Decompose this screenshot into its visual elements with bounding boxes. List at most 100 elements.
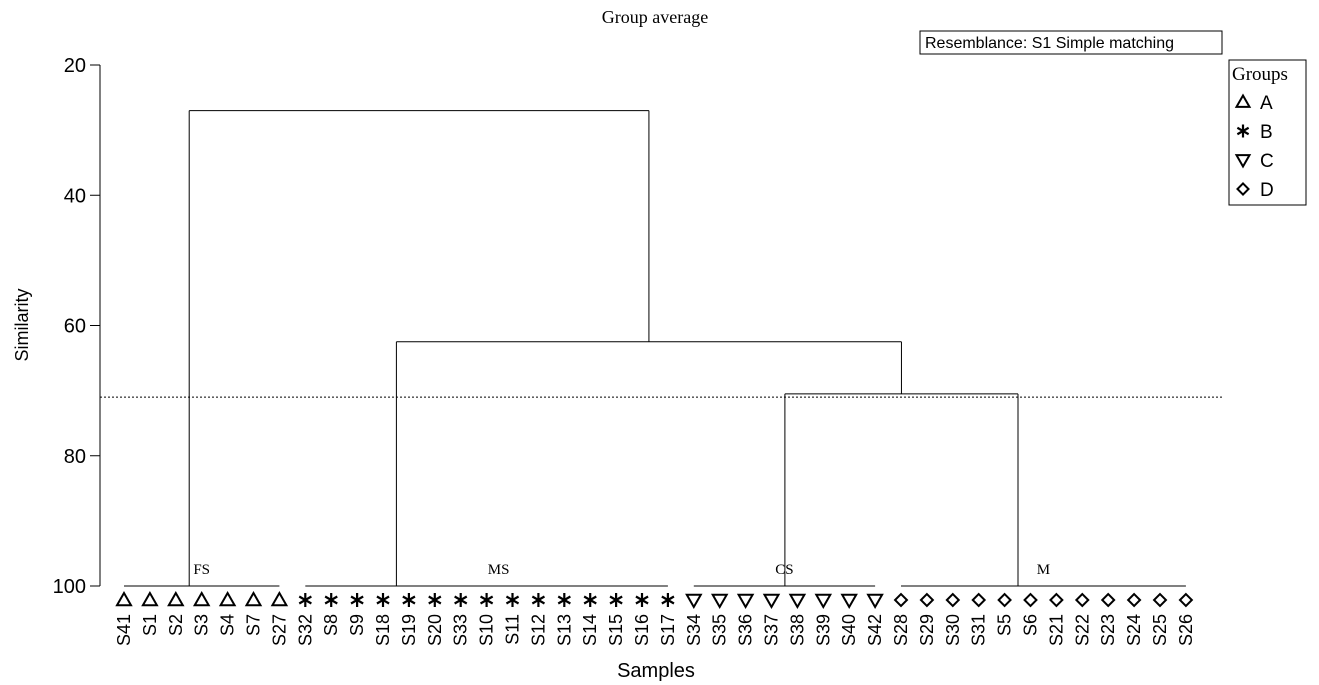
sample-marker-s10 bbox=[479, 593, 494, 607]
sample-marker-s4 bbox=[218, 590, 237, 607]
sample-label-s11: S11 bbox=[503, 614, 523, 645]
legend-label-b: B bbox=[1260, 122, 1273, 143]
sample-label-s7: S7 bbox=[244, 614, 264, 636]
sample-markers bbox=[115, 590, 1194, 610]
sample-marker-s40 bbox=[840, 593, 858, 610]
sample-label-s26: S26 bbox=[1176, 614, 1196, 646]
legend-label-c: C bbox=[1260, 151, 1274, 172]
sample-marker-s16 bbox=[635, 593, 649, 607]
y-tick-label: 80 bbox=[64, 446, 86, 468]
legend-title: Groups bbox=[1232, 64, 1288, 85]
sample-label-s22: S22 bbox=[1072, 614, 1092, 646]
sample-marker-s42 bbox=[866, 593, 884, 610]
sample-marker-s1 bbox=[141, 590, 159, 607]
sample-marker-s34 bbox=[685, 593, 703, 610]
sample-label-s5: S5 bbox=[995, 614, 1015, 636]
sample-label-s8: S8 bbox=[321, 614, 341, 636]
sample-label-s21: S21 bbox=[1046, 614, 1066, 646]
sample-label-s33: S33 bbox=[451, 614, 471, 646]
sample-marker-s2 bbox=[167, 590, 185, 607]
cluster-label-ms: MS bbox=[488, 562, 510, 578]
sample-marker-s26 bbox=[1178, 592, 1194, 608]
sample-label-s32: S32 bbox=[295, 614, 315, 646]
sample-label-s1: S1 bbox=[140, 614, 160, 636]
sample-label-s27: S27 bbox=[269, 614, 289, 646]
chart-title: Group average bbox=[602, 7, 708, 27]
sample-marker-s18 bbox=[376, 593, 390, 607]
sample-marker-s27 bbox=[270, 590, 289, 607]
sample-label-s13: S13 bbox=[554, 614, 574, 646]
sample-label-s4: S4 bbox=[218, 614, 238, 636]
y-tick-label: 100 bbox=[53, 576, 86, 598]
sample-label-s25: S25 bbox=[1150, 614, 1170, 646]
sample-marker-s21 bbox=[1049, 592, 1064, 608]
sample-marker-s19 bbox=[402, 593, 416, 607]
sample-label-s20: S20 bbox=[425, 614, 445, 646]
legend-symbol-c bbox=[1234, 154, 1252, 169]
sample-label-s9: S9 bbox=[347, 614, 367, 636]
sample-marker-s36 bbox=[736, 593, 755, 610]
sample-label-s16: S16 bbox=[632, 614, 652, 646]
sample-marker-s41 bbox=[115, 590, 133, 607]
sample-label-s3: S3 bbox=[192, 614, 212, 636]
sample-label-s42: S42 bbox=[865, 614, 885, 646]
legend-label-a: A bbox=[1260, 93, 1273, 114]
sample-marker-s33 bbox=[454, 593, 468, 607]
sample-marker-s13 bbox=[557, 593, 571, 607]
legend-symbol-a bbox=[1234, 93, 1252, 108]
sample-marker-s29 bbox=[919, 592, 935, 608]
sample-marker-s17 bbox=[661, 593, 675, 607]
sample-label-s34: S34 bbox=[684, 614, 704, 646]
y-tick-label: 20 bbox=[64, 55, 86, 77]
sample-label-s2: S2 bbox=[166, 614, 186, 636]
y-axis: 20 40 60 80 100 bbox=[53, 55, 101, 598]
sample-marker-s20 bbox=[428, 593, 442, 607]
sample-label-s41: S41 bbox=[114, 614, 134, 646]
x-axis-label: Samples bbox=[617, 660, 695, 682]
sample-marker-s14 bbox=[583, 593, 597, 607]
sample-label-s18: S18 bbox=[373, 614, 393, 646]
sample-label-s23: S23 bbox=[1098, 614, 1118, 646]
sample-marker-s22 bbox=[1074, 592, 1090, 608]
y-tick-label: 40 bbox=[64, 185, 86, 207]
sample-label-s29: S29 bbox=[917, 614, 937, 646]
sample-label-s6: S6 bbox=[1021, 614, 1041, 636]
y-axis-label: Similarity bbox=[12, 288, 32, 361]
sample-label-s40: S40 bbox=[839, 614, 859, 646]
resemblance-box-frame bbox=[919, 30, 1223, 55]
sample-label-s39: S39 bbox=[813, 614, 833, 646]
sample-label-s12: S12 bbox=[528, 614, 548, 646]
sample-label-s14: S14 bbox=[580, 614, 600, 646]
cluster-label-cs: CS bbox=[775, 562, 793, 578]
sample-marker-s3 bbox=[192, 590, 211, 607]
sample-label-s24: S24 bbox=[1124, 614, 1144, 646]
sample-labels: S41 S1 S2 S3 S4 S7 S27 S32 S8 S9 S18 S19 S20 S33 S10 S1… bbox=[114, 614, 1196, 646]
sample-label-s10: S10 bbox=[477, 614, 497, 646]
sample-marker-s6 bbox=[1023, 592, 1038, 608]
cluster-labels: FS MS CS M bbox=[193, 562, 1050, 578]
sample-label-s31: S31 bbox=[969, 614, 989, 646]
sample-label-s36: S36 bbox=[736, 614, 756, 646]
sample-marker-s8 bbox=[324, 593, 338, 607]
sample-marker-s31 bbox=[971, 592, 987, 608]
sample-marker-s23 bbox=[1100, 592, 1116, 608]
sample-marker-s32 bbox=[298, 593, 312, 607]
cluster-label-m: M bbox=[1037, 562, 1050, 578]
sample-marker-s5 bbox=[997, 592, 1012, 608]
sample-label-s38: S38 bbox=[787, 614, 807, 646]
sample-label-s17: S17 bbox=[658, 614, 678, 646]
sample-marker-s24 bbox=[1126, 592, 1142, 608]
y-tick-label: 60 bbox=[64, 316, 86, 338]
legend-symbol-b bbox=[1236, 124, 1250, 138]
sample-label-s19: S19 bbox=[399, 614, 419, 646]
sample-marker-s15 bbox=[609, 593, 623, 607]
sample-label-s30: S30 bbox=[943, 614, 963, 646]
sample-marker-s30 bbox=[945, 592, 961, 608]
sample-marker-s35 bbox=[710, 593, 729, 610]
resemblance-box: Resemblance: S1 Simple matching bbox=[919, 30, 1223, 55]
sample-marker-s37 bbox=[762, 593, 781, 610]
resemblance-label: Resemblance: S1 Simple matching bbox=[925, 35, 1174, 52]
